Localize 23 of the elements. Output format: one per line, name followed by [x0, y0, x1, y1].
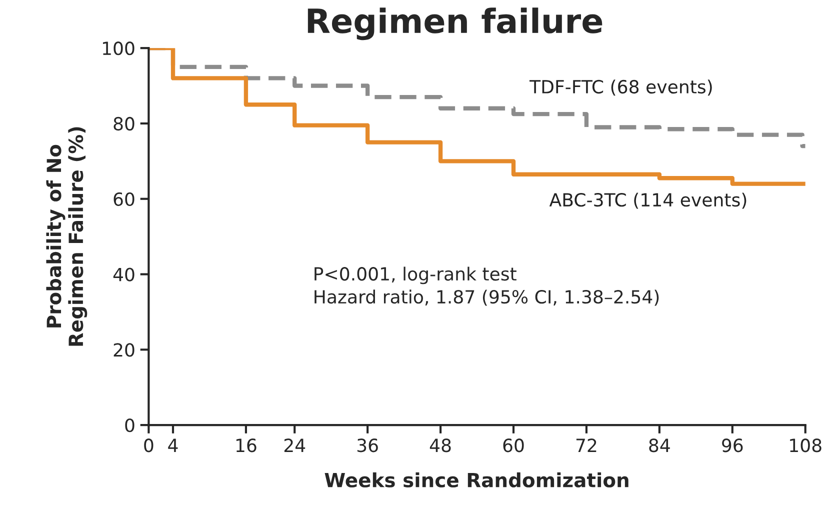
x-tick-label: 24 — [284, 438, 306, 452]
annotation: P<0.001, log-rank test Hazard ratio, 1.87 (95% CI, 1.38–2.54) — [314, 266, 659, 306]
x-tick-label: 84 — [649, 438, 670, 452]
y-tick-label: 60 — [114, 192, 134, 206]
series-label: ABC-3TC (114 events) — [549, 192, 746, 209]
x-tick-label: 48 — [430, 438, 451, 452]
x-tick-label: 16 — [236, 438, 256, 452]
y-tick-label: 40 — [113, 268, 134, 282]
x-tick-label: 60 — [503, 438, 524, 452]
x-tick-label: 0 — [144, 438, 154, 452]
y-tick-label: 100 — [103, 42, 134, 56]
x-tick-label: 108 — [790, 438, 822, 452]
y-tick-label: 0 — [125, 418, 134, 432]
y-tick-label: 80 — [114, 116, 134, 131]
y-axis-title: Probability of No Regimen Failure (%) — [46, 127, 88, 346]
x-axis-title: Weeks since Randomization — [324, 472, 628, 488]
y-tick-label: 20 — [114, 343, 134, 357]
series-label: TDF-FTC (68 events) — [529, 80, 712, 96]
chart-title: Regimen failure — [308, 8, 602, 40]
x-tick-label: 72 — [576, 438, 596, 452]
x-tick-label: 36 — [357, 438, 378, 452]
x-tick-label: 96 — [722, 438, 743, 452]
x-tick-label: 4 — [168, 438, 178, 452]
